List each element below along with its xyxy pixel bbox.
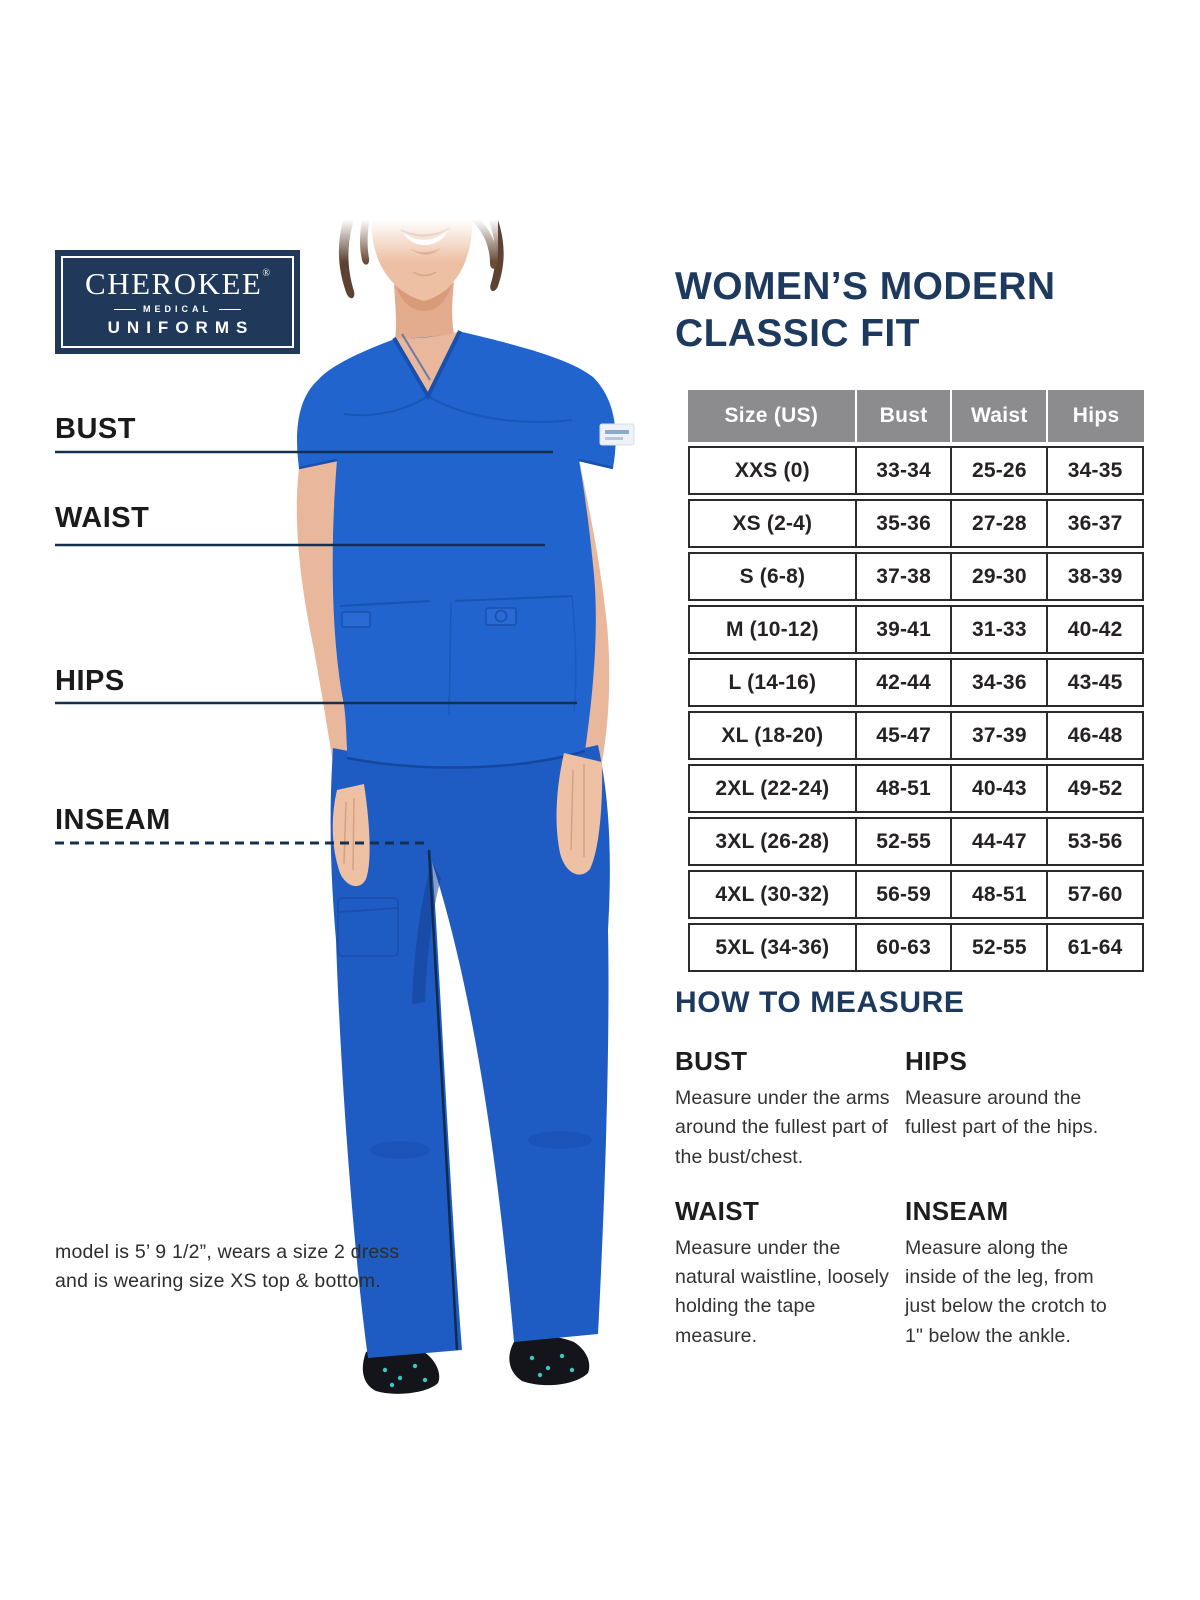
measurement-cell: 40-43 bbox=[952, 764, 1049, 813]
table-row: 3XL (26-28) 52-55 44-47 53-56 bbox=[688, 817, 1144, 866]
page-title-line1: WOMEN’S MODERN bbox=[675, 265, 1056, 308]
size-cell: XS (2-4) bbox=[688, 499, 857, 548]
logo-brand-name: CHEROKEE® bbox=[85, 266, 270, 301]
column-header: Waist bbox=[952, 390, 1049, 442]
how-to-measure-grid: BUST Measure under the arms around the f… bbox=[675, 1046, 1153, 1351]
model-note: model is 5’ 9 1/2”, wears a size 2 dress… bbox=[55, 1238, 399, 1297]
measurement-cell: 37-39 bbox=[952, 711, 1049, 760]
table-row: XXS (0) 33-34 25-26 34-35 bbox=[688, 446, 1144, 495]
measurement-cell: 42-44 bbox=[856, 658, 953, 707]
logo-right-dash bbox=[219, 308, 241, 310]
size-cell: L (14-16) bbox=[688, 658, 857, 707]
cherokee-logo-inner: CHEROKEE® MEDICAL UNIFORMS bbox=[61, 256, 294, 348]
measurement-cell: 45-47 bbox=[856, 711, 953, 760]
page-title-line2: CLASSIC FIT bbox=[675, 311, 920, 355]
measure-item-title: HIPS bbox=[905, 1046, 968, 1076]
size-cell: S (6-8) bbox=[688, 552, 857, 601]
measurement-cell: 61-64 bbox=[1048, 923, 1144, 972]
size-cell: 2XL (22-24) bbox=[688, 764, 857, 813]
logo-medical-row: MEDICAL bbox=[114, 304, 241, 314]
measure-item-bust: BUST Measure under the arms around the f… bbox=[675, 1046, 905, 1172]
measurement-cell: 43-45 bbox=[1048, 658, 1144, 707]
scrub-top bbox=[297, 330, 635, 769]
size-cell: 3XL (26-28) bbox=[688, 817, 857, 866]
measure-item-waist: WAIST Measure under the natural waistlin… bbox=[675, 1196, 905, 1351]
column-header: Hips bbox=[1048, 390, 1144, 442]
model-hands bbox=[332, 753, 603, 887]
bust-label: BUST bbox=[55, 413, 136, 445]
page-title: WOMEN’S MODERN CLASSIC FIT bbox=[675, 264, 1055, 358]
measurement-cell: 52-55 bbox=[856, 817, 953, 866]
model-face bbox=[328, 185, 498, 361]
size-table-header-row: Size (US) Bust Waist Hips bbox=[688, 390, 1144, 442]
measurement-cell: 38-39 bbox=[1048, 552, 1144, 601]
table-row: 5XL (34-36) 60-63 52-55 61-64 bbox=[688, 923, 1144, 972]
measurement-cell: 34-35 bbox=[1048, 446, 1144, 495]
measurement-cell: 39-41 bbox=[856, 605, 953, 654]
measurement-cell: 31-33 bbox=[952, 605, 1049, 654]
logo-medical-label: MEDICAL bbox=[143, 304, 212, 314]
table-row: 4XL (30-32) 56-59 48-51 57-60 bbox=[688, 870, 1144, 919]
measure-item-text: Measure under the arms around the fulles… bbox=[675, 1087, 890, 1168]
measurement-cell: 33-34 bbox=[856, 446, 953, 495]
measure-item-hips: HIPS Measure around the fullest part of … bbox=[905, 1046, 1153, 1172]
scrub-pants bbox=[330, 745, 610, 1358]
logo-left-dash bbox=[114, 308, 136, 310]
model-note-line1: model is 5’ 9 1/2”, wears a size 2 dress bbox=[55, 1241, 400, 1263]
inseam-label: INSEAM bbox=[55, 804, 171, 836]
size-cell: XXS (0) bbox=[688, 446, 857, 495]
measurement-cell: 49-52 bbox=[1048, 764, 1144, 813]
measurement-cell: 29-30 bbox=[952, 552, 1049, 601]
size-cell: 4XL (30-32) bbox=[688, 870, 857, 919]
measurement-cell: 25-26 bbox=[952, 446, 1049, 495]
measurement-cell: 37-38 bbox=[856, 552, 953, 601]
measurement-cell: 57-60 bbox=[1048, 870, 1144, 919]
table-row: XL (18-20) 45-47 37-39 46-48 bbox=[688, 711, 1144, 760]
waist-label: WAIST bbox=[55, 502, 150, 534]
registered-mark: ® bbox=[262, 268, 270, 279]
measurement-cell: 56-59 bbox=[856, 870, 953, 919]
how-to-measure-heading: HOW TO MEASURE bbox=[675, 986, 965, 1019]
size-table: Size (US) Bust Waist Hips XXS (0) 33-34 25-26… bbox=[688, 386, 1144, 976]
measurement-guide-lines bbox=[55, 450, 577, 845]
measurement-cell: 40-42 bbox=[1048, 605, 1144, 654]
measurement-cell: 34-36 bbox=[952, 658, 1049, 707]
column-header: Bust bbox=[856, 390, 953, 442]
measurement-cell: 53-56 bbox=[1048, 817, 1144, 866]
shoes bbox=[362, 1336, 590, 1394]
sleeve-tag bbox=[599, 423, 635, 446]
measure-item-title: BUST bbox=[675, 1046, 748, 1076]
column-header: Size (US) bbox=[688, 390, 857, 442]
measurement-cell: 35-36 bbox=[856, 499, 953, 548]
measure-item-text: Measure under the natural waistline, loo… bbox=[675, 1236, 889, 1347]
measure-item-text: Measure along the inside of the leg, fro… bbox=[905, 1236, 1107, 1347]
table-row: M (10-12) 39-41 31-33 40-42 bbox=[688, 605, 1144, 654]
table-row: S (6-8) 37-38 29-30 38-39 bbox=[688, 552, 1144, 601]
measurement-cell: 46-48 bbox=[1048, 711, 1144, 760]
measurement-cell: 60-63 bbox=[856, 923, 953, 972]
measurement-cell: 44-47 bbox=[952, 817, 1049, 866]
measure-item-inseam: INSEAM Measure along the inside of the l… bbox=[905, 1196, 1153, 1351]
measurement-cell: 52-55 bbox=[952, 923, 1049, 972]
size-cell: XL (18-20) bbox=[688, 711, 857, 760]
size-cell: M (10-12) bbox=[688, 605, 857, 654]
measurement-cell: 48-51 bbox=[856, 764, 953, 813]
measurement-cell: 36-37 bbox=[1048, 499, 1144, 548]
inseam-vertical-guide-line bbox=[427, 849, 459, 1351]
measure-item-title: WAIST bbox=[675, 1195, 760, 1226]
measurement-cell: 48-51 bbox=[952, 870, 1049, 919]
cherokee-logo: CHEROKEE® MEDICAL UNIFORMS bbox=[55, 250, 300, 354]
hips-label: HIPS bbox=[55, 665, 125, 697]
model-note-line2: and is wearing size XS top & bottom. bbox=[55, 1270, 381, 1293]
measure-item-text: Measure around the fullest part of the h… bbox=[905, 1087, 1099, 1139]
measurement-cell: 27-28 bbox=[952, 499, 1049, 548]
table-row: L (14-16) 42-44 34-36 43-45 bbox=[688, 658, 1144, 707]
measure-item-title: INSEAM bbox=[905, 1195, 1009, 1226]
logo-uniforms-label: UNIFORMS bbox=[107, 318, 255, 337]
size-cell: 5XL (34-36) bbox=[688, 923, 857, 972]
table-row: XS (2-4) 35-36 27-28 36-37 bbox=[688, 499, 1144, 548]
table-row: 2XL (22-24) 48-51 40-43 49-52 bbox=[688, 764, 1144, 813]
